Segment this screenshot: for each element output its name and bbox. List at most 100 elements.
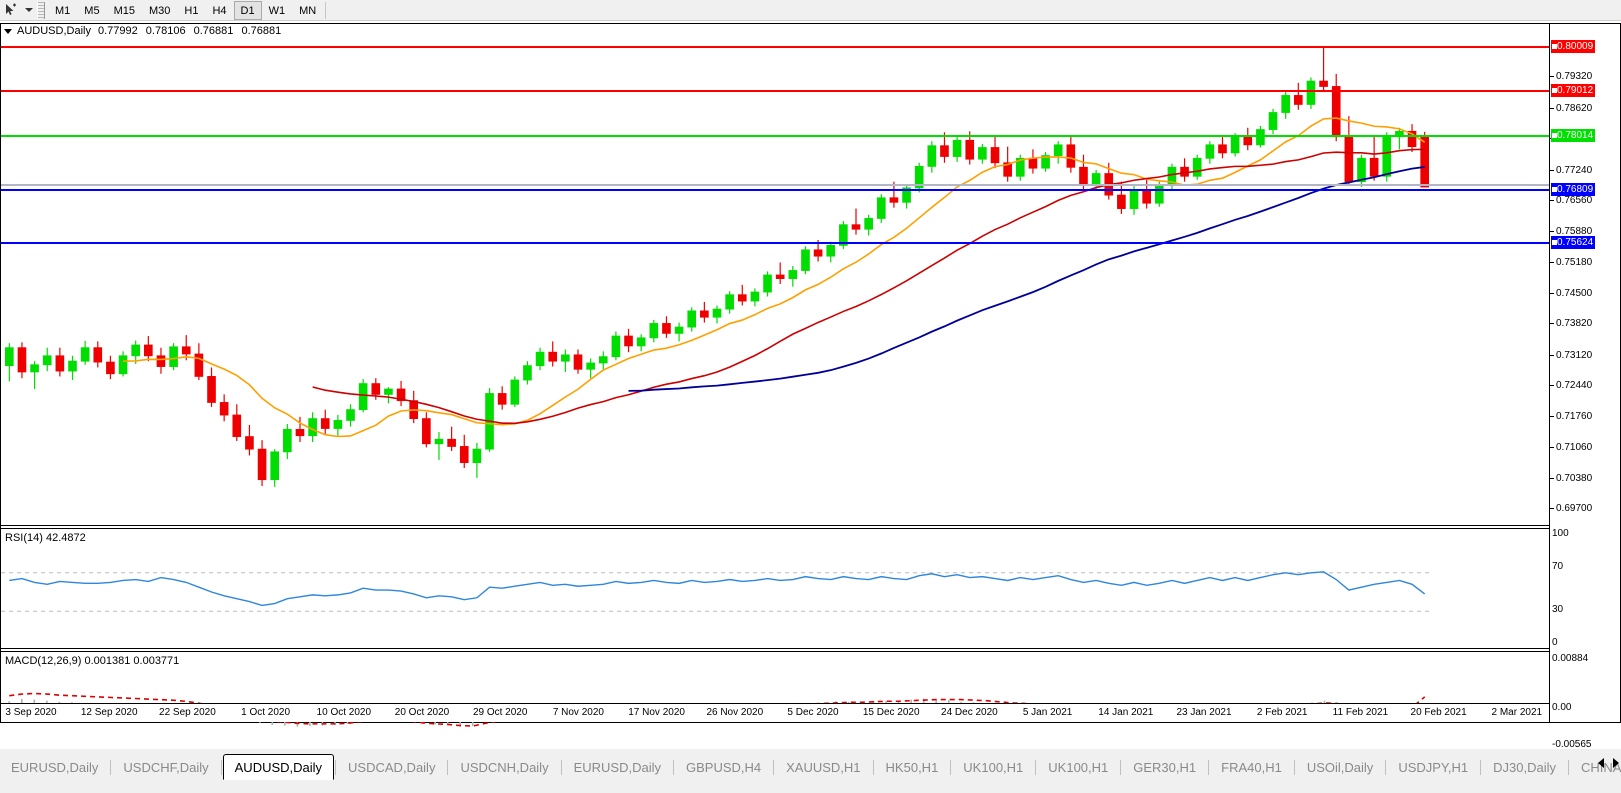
ohlc-low: 0.76881 xyxy=(193,24,234,37)
chart-symbol-label: AUDUSD,Daily xyxy=(17,24,91,37)
chart-tab-uk100-h1[interactable]: UK100,H1 xyxy=(963,760,1024,775)
chart-tab-dj30-daily[interactable]: DJ30,Daily xyxy=(1493,760,1557,775)
timeframe-button-m15[interactable]: M15 xyxy=(113,4,135,17)
crosshair-cursor-icon[interactable] xyxy=(0,0,22,21)
tab-separator xyxy=(1568,759,1570,775)
resistance-level-1-line[interactable] xyxy=(1,45,1550,48)
tab-separator xyxy=(447,759,449,775)
tab-separator xyxy=(950,759,952,775)
price-tick: 0.73820 xyxy=(1550,318,1592,329)
price-tick: 0.70380 xyxy=(1550,473,1592,484)
time-axis-label: 1 Oct 2020 xyxy=(241,707,291,718)
timeframe-button-m30[interactable]: M30 xyxy=(148,4,171,17)
arrow-left-icon[interactable] xyxy=(1598,758,1604,768)
chart-ohlc-values: 0.77992 0.78106 0.76881 0.76881 xyxy=(98,25,286,37)
time-axis-label: 2 Feb 2021 xyxy=(1256,707,1308,718)
chart-tab-usdcad-daily[interactable]: USDCAD,Daily xyxy=(348,760,436,775)
price-tick: 0.71060 xyxy=(1550,442,1592,453)
rsi-tick: 100 xyxy=(1552,528,1569,539)
time-axis-label: 7 Nov 2020 xyxy=(552,707,604,718)
tab-separator xyxy=(672,759,674,775)
chevron-down-icon[interactable] xyxy=(22,0,35,21)
chart-tab-audusd-daily[interactable]: AUDUSD,Daily xyxy=(222,754,335,780)
price-scale[interactable]: 0.793200.786200.779400.772400.765600.758… xyxy=(1549,24,1620,750)
support-level-2-tag[interactable]: 0.75624 xyxy=(1551,236,1596,250)
time-axis-label: 12 Sep 2020 xyxy=(80,707,138,718)
tab-separator xyxy=(335,759,337,775)
toolbar-separator xyxy=(325,1,327,19)
tab-separator xyxy=(872,759,874,775)
support-level-1-tag[interactable]: 0.76809 xyxy=(1551,183,1596,197)
tab-separator xyxy=(220,759,222,775)
rsi-pane[interactable]: RSI(14) 42.4872 xyxy=(1,530,1550,647)
price-tick: 0.69700 xyxy=(1550,503,1592,514)
chart-menu-caret-icon[interactable] xyxy=(4,28,12,34)
chart-tab-fra40-h1[interactable]: FRA40,H1 xyxy=(1221,760,1282,775)
chart-tab-usdcnh-daily[interactable]: USDCNH,Daily xyxy=(460,760,549,775)
timeframe-button-w1[interactable]: W1 xyxy=(268,4,286,17)
chart-header: AUDUSD,Daily 0.77992 0.78106 0.76881 0.7… xyxy=(1,24,1620,37)
arrow-right-icon[interactable] xyxy=(1613,758,1619,768)
chart-window: AUDUSD,Daily 0.77992 0.78106 0.76881 0.7… xyxy=(0,23,1621,750)
timeframe-buttons: M1 M5 M15 M30 H1 H4 D1 W1 MN xyxy=(48,0,328,21)
time-axis-label: 29 Oct 2020 xyxy=(472,707,528,718)
pivot-level-tag[interactable]: 0.78014 xyxy=(1551,129,1596,143)
ohlc-high: 0.78106 xyxy=(145,24,186,37)
pivot-level-line[interactable] xyxy=(1,135,1550,138)
tab-separator xyxy=(110,759,112,775)
tab-scroll-controls xyxy=(1598,758,1619,768)
rsi-title: RSI(14) 42.4872 xyxy=(5,532,86,544)
macd-tick: 0.00 xyxy=(1552,702,1572,713)
chart-tab-gbpusd-h4[interactable]: GBPUSD,H4 xyxy=(685,760,762,775)
timeframe-button-m5[interactable]: M5 xyxy=(84,4,100,17)
toolbar-grip[interactable] xyxy=(37,1,45,19)
timeframe-button-h1[interactable]: H1 xyxy=(184,4,199,17)
support-level-1-line[interactable] xyxy=(1,189,1550,192)
resistance-level-2-tag[interactable]: 0.79012 xyxy=(1551,84,1596,98)
timeframe-button-h4[interactable]: H4 xyxy=(212,4,227,17)
price-tick: 0.71760 xyxy=(1550,411,1592,422)
chart-tab-eurusd-daily[interactable]: EURUSD,Daily xyxy=(11,760,99,775)
chart-tab-usoil-daily[interactable]: USOil,Daily xyxy=(1306,760,1374,775)
tab-separator xyxy=(560,759,562,775)
timeframe-button-m1[interactable]: M1 xyxy=(55,4,71,17)
time-axis-label: 23 Jan 2021 xyxy=(1176,707,1232,718)
time-axis-label: 5 Jan 2021 xyxy=(1022,707,1073,718)
time-axis-label: 10 Oct 2020 xyxy=(316,707,372,718)
support-level-2-line[interactable] xyxy=(1,242,1550,245)
time-axis-label: 11 Feb 2021 xyxy=(1332,707,1389,718)
price-tick: 0.75880 xyxy=(1550,226,1592,237)
chart-tab-usdchf-daily[interactable]: USDCHF,Daily xyxy=(123,760,209,775)
timeframe-button-mn[interactable]: MN xyxy=(299,4,317,17)
timeframe-button-d1[interactable]: D1 xyxy=(233,0,262,20)
price-tick: 0.75180 xyxy=(1550,257,1592,268)
chart-tab-usdjpy-h1[interactable]: USDJPY,H1 xyxy=(1398,760,1469,775)
macd-tick: 0.00884 xyxy=(1552,653,1589,664)
time-axis-label: 5 Dec 2020 xyxy=(787,707,839,718)
time-axis: 3 Sep 2020 12 Sep 2020 22 Sep 2020 1 Oct 20… xyxy=(1,703,1550,722)
resistance-level-2-line[interactable] xyxy=(1,90,1550,93)
time-axis-label: 17 Nov 2020 xyxy=(628,707,685,718)
rsi-plot xyxy=(1,571,1431,612)
chart-tab-uk100-h1[interactable]: UK100,H1 xyxy=(1048,760,1109,775)
resistance-level-1-tag[interactable]: 0.80009 xyxy=(1551,39,1596,53)
last-price-line xyxy=(1,184,1550,187)
chart-tab-hk50-h1[interactable]: HK50,H1 xyxy=(885,760,939,775)
chart-tab-eurusd-daily[interactable]: EURUSD,Daily xyxy=(573,760,661,775)
chart-tab-xauusd-h1[interactable]: XAUUSD,H1 xyxy=(786,760,861,775)
price-tick: 0.76560 xyxy=(1550,195,1592,206)
time-axis-label: 22 Sep 2020 xyxy=(159,707,216,718)
time-axis-label: 24 Dec 2020 xyxy=(941,707,998,718)
price-pane[interactable] xyxy=(1,38,1550,525)
time-axis-label: 20 Feb 2021 xyxy=(1410,707,1467,718)
rsi-tick: 0 xyxy=(1552,637,1558,648)
chart-tabs: EURUSD,Daily USDCHF,Daily AUDUSD,Daily USDC… xyxy=(0,754,1621,780)
price-tick: 0.78620 xyxy=(1550,103,1592,114)
macd-tick: -0.00565 xyxy=(1552,739,1592,750)
tab-separator xyxy=(1035,759,1037,775)
price-tick: 0.77240 xyxy=(1550,165,1592,176)
time-axis-label: 26 Nov 2020 xyxy=(706,707,764,718)
time-axis-label: 2 Mar 2021 xyxy=(1491,707,1543,718)
chart-tab-ger30-h1[interactable]: GER30,H1 xyxy=(1133,760,1197,775)
chart-tab-bar: EURUSD,Daily USDCHF,Daily AUDUSD,Daily USDC… xyxy=(0,748,1621,793)
